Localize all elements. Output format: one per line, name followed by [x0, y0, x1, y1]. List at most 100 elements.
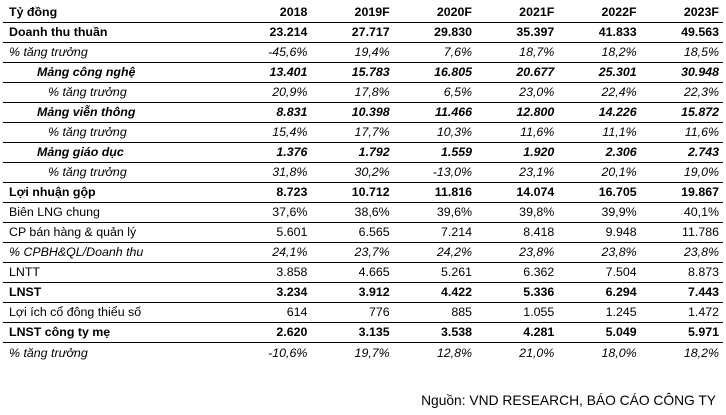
row-value: 19,4%	[311, 42, 394, 63]
row-value: 18,7%	[476, 42, 559, 63]
row-value: 30.948	[640, 62, 723, 83]
header-year: 2021F	[476, 3, 559, 24]
row-value: 31,8%	[229, 162, 312, 183]
row-value: 18,5%	[640, 42, 723, 63]
row-value: 24,1%	[229, 242, 312, 263]
table-row: LNST công ty mẹ 2.620 3.135 3.538 4.281 5.049…	[3, 322, 723, 343]
row-value: 1.472	[640, 302, 723, 323]
row-value: 1.055	[476, 302, 559, 323]
row-value: 10.712	[311, 182, 394, 203]
row-label: % tăng trưởng	[3, 122, 230, 143]
source-note: Nguồn: VND RESEARCH, BÁO CÁO CÔNG TY	[421, 393, 716, 408]
row-value: 12,8%	[393, 342, 476, 363]
row-value: 2.306	[558, 142, 641, 163]
row-value: 15.872	[640, 102, 723, 123]
row-value: 13.401	[229, 62, 312, 83]
row-value: 1.792	[311, 142, 394, 163]
row-value: 8.418	[476, 222, 559, 243]
row-value: 11,6%	[476, 122, 559, 143]
table-row: % tăng trưởng -10,6% 19,7% 12,8% 21,0% 18,0% 1…	[3, 342, 723, 363]
row-label: Lợi ích cổ đông thiểu số	[3, 302, 230, 323]
row-value: 17,8%	[311, 82, 394, 103]
row-value: 6,5%	[393, 82, 476, 103]
row-value: 1.245	[558, 302, 641, 323]
row-label: LNST	[3, 282, 230, 303]
financial-forecast-table: Tỷ đồng 2018 2019F 2020F 2021F 2022F 202…	[3, 3, 723, 363]
row-value: 6.362	[476, 262, 559, 283]
row-value: 24,2%	[393, 242, 476, 263]
row-value: 10.398	[311, 102, 394, 123]
table-row: Lợi nhuận gộp 8.723 10.712 11.816 14.074 16.7…	[3, 182, 723, 203]
row-value: 23,8%	[640, 242, 723, 263]
row-value: 10,3%	[393, 122, 476, 143]
row-value: 8.831	[229, 102, 312, 123]
table-row: CP bán hàng & quản lý 5.601 6.565 7.214 8.41…	[3, 222, 723, 243]
row-value: 14.226	[558, 102, 641, 123]
row-value: 1.376	[229, 142, 312, 163]
row-value: -13,0%	[393, 162, 476, 183]
row-label: % CPBH&QL/Doanh thu	[3, 242, 230, 263]
row-value: 39,6%	[393, 202, 476, 223]
row-value: 11,6%	[640, 122, 723, 143]
row-value: 41.833	[598, 25, 637, 40]
row-value: 7.214	[393, 222, 476, 243]
row-value: 4.281	[476, 322, 559, 343]
row-value: 39,9%	[558, 202, 641, 223]
row-value: 5.336	[476, 282, 559, 303]
row-value: 17,7%	[311, 122, 394, 143]
table-row: Mảng giáo dục 1.376 1.792 1.559 1.920 2.306 2.…	[3, 142, 723, 163]
row-value: 885	[393, 302, 476, 323]
row-value: 23.214	[269, 25, 308, 40]
row-value: 19.867	[640, 182, 723, 203]
row-value: 5.261	[393, 262, 476, 283]
row-value: 3.912	[311, 282, 394, 303]
row-value: 3.135	[311, 322, 394, 343]
row-value: 20.677	[476, 62, 559, 83]
row-value: 2.620	[229, 322, 312, 343]
row-label: CP bán hàng & quản lý	[3, 222, 230, 243]
row-value: 11.466	[393, 102, 476, 123]
row-label: Lợi nhuận gộp	[3, 182, 230, 203]
row-value: 22,3%	[640, 82, 723, 103]
row-value: 6.565	[311, 222, 394, 243]
header-year: 2020F	[393, 3, 476, 24]
row-label: LNTT	[3, 262, 230, 283]
row-value: 4.665	[311, 262, 394, 283]
row-value: 23,8%	[558, 242, 641, 263]
row-value: 29.830	[434, 25, 472, 40]
row-label: Mảng giáo dục	[3, 142, 230, 163]
row-value: 14.074	[476, 182, 559, 203]
row-value: 40,1%	[640, 202, 723, 223]
row-value: -10,6%	[229, 342, 312, 363]
row-label: % tăng trưởng	[3, 82, 230, 103]
table-row: % tăng trưởng 31,8% 30,2% -13,0% 23,1% 20,1% 1…	[3, 162, 723, 183]
row-value: 3.234	[229, 282, 312, 303]
table-header-row: Tỷ đồng 2018 2019F 2020F 2021F 2022F 202…	[3, 3, 723, 24]
row-value: 1.920	[476, 142, 559, 163]
row-value: 18,0%	[558, 342, 641, 363]
header-year: 2023F	[640, 3, 723, 24]
table-row: Mảng viễn thông 8.831 10.398 11.466 12.800 14…	[3, 102, 723, 123]
row-value: 3.538	[393, 322, 476, 343]
row-value: 20,9%	[229, 82, 312, 103]
row-value: 16.805	[393, 62, 476, 83]
row-value: 8.873	[640, 262, 723, 283]
row-label: Mảng viễn thông	[3, 102, 230, 123]
row-value: 18,2%	[558, 42, 641, 63]
row-label: % tăng trưởng	[3, 42, 230, 63]
row-value: 8.723	[229, 182, 312, 203]
row-value: 6.294	[558, 282, 641, 303]
row-value: 23,0%	[476, 82, 559, 103]
header-year: 2019F	[311, 3, 394, 24]
row-label: LNST công ty mẹ	[3, 322, 230, 343]
row-label: % tăng trưởng	[3, 162, 230, 183]
row-value: 614	[229, 302, 312, 323]
header-year: 2018	[229, 3, 312, 24]
row-value: 5.049	[558, 322, 641, 343]
row-value: 15,4%	[229, 122, 312, 143]
row-value: 2.743	[640, 142, 723, 163]
table-row: Mảng công nghệ 13.401 15.783 16.805 20.677 25…	[3, 62, 723, 83]
row-value: 9.948	[558, 222, 641, 243]
row-value: 7.504	[558, 262, 641, 283]
